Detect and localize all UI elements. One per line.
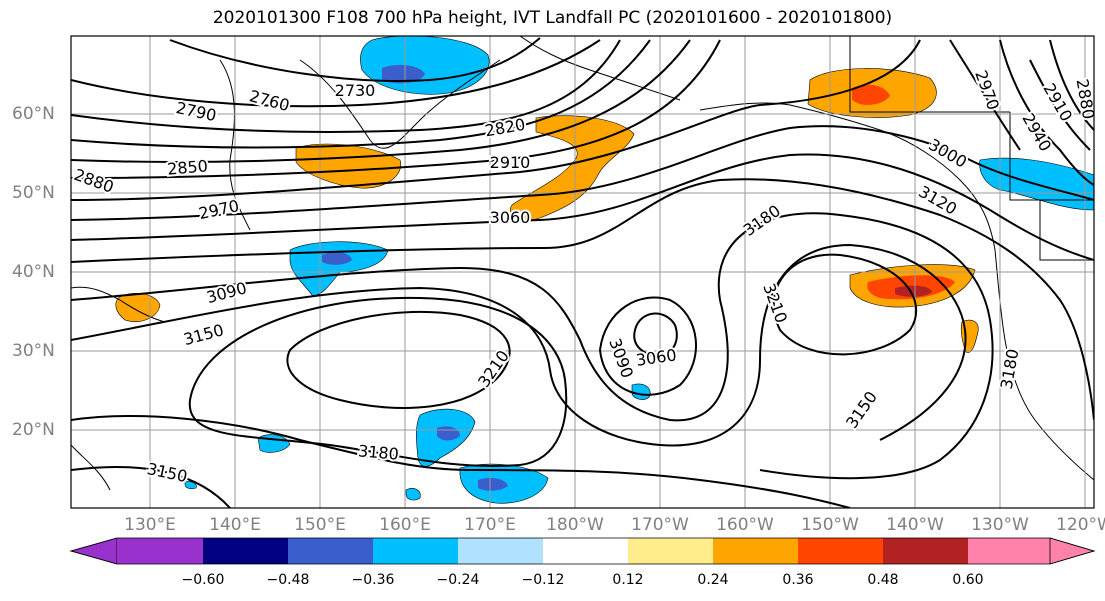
colorbar-tick-label: 0.24 — [697, 572, 729, 588]
ivt-shading — [115, 36, 1094, 504]
colorbar-segment — [798, 538, 883, 564]
colorbar-segment — [117, 538, 203, 564]
colorbar-tick-label: −0.36 — [351, 572, 395, 588]
contour-label: 3060 — [490, 208, 531, 227]
colorbar-tick-label: 0.36 — [782, 572, 814, 588]
colorbar-tick-label: −0.48 — [266, 572, 310, 588]
colorbar-segment — [628, 538, 713, 564]
lon-label: 140°E — [209, 515, 261, 535]
lat-label: 50°N — [12, 183, 55, 203]
lon-label: 160°W — [716, 515, 774, 535]
contour-label: 3180 — [357, 441, 399, 463]
colorbar-tick-label: 0.48 — [867, 572, 899, 588]
colorbar-segment — [713, 538, 798, 564]
colorbar-segment — [883, 538, 968, 564]
colorbar-tick-label: 0.60 — [952, 572, 984, 588]
lon-label: 140°W — [886, 515, 944, 535]
lat-label: 20°N — [12, 420, 55, 440]
colorbar — [69, 537, 1096, 565]
lon-label: 130°E — [124, 515, 176, 535]
colorbar-segment — [203, 538, 288, 564]
coastlines — [71, 36, 1094, 491]
colorbar-segment — [373, 538, 458, 564]
contour-label: 2850 — [166, 156, 208, 178]
map-border — [70, 35, 1095, 509]
height-contours — [71, 37, 1094, 508]
lon-label: 160°E — [379, 515, 431, 535]
colorbar-segment — [288, 538, 373, 564]
lat-label: 60°N — [12, 104, 55, 124]
graticule — [71, 36, 1094, 508]
colorbar-tick-label: −0.24 — [436, 572, 480, 588]
lon-label: 180°W — [546, 515, 604, 535]
lon-label: 170°W — [631, 515, 689, 535]
colorbar-tick-label: −0.60 — [181, 572, 225, 588]
lon-label: 130°W — [971, 515, 1029, 535]
colorbar-tick-label: −0.12 — [521, 572, 565, 588]
lat-label: 40°N — [12, 262, 55, 282]
colorbar-segment — [458, 538, 543, 564]
colorbar-extend-high — [1049, 537, 1096, 565]
lon-label: 120°W — [1056, 515, 1105, 535]
lon-label: 150°E — [294, 515, 346, 535]
map-title: 2020101300 F108 700 hPa height, IVT Land… — [212, 8, 893, 28]
contour-label: 2910 — [490, 153, 531, 172]
colorbar-extend-low — [69, 537, 118, 565]
colorbar-segment — [543, 538, 628, 564]
colorbar-segment — [968, 538, 1050, 564]
lat-label: 30°N — [12, 341, 55, 361]
contour-label: 2730 — [335, 81, 376, 100]
lon-label: 150°W — [801, 515, 859, 535]
colorbar-outline — [69, 537, 1096, 565]
lon-label: 170°E — [464, 515, 516, 535]
colorbar-tick-label: 0.12 — [612, 572, 644, 588]
